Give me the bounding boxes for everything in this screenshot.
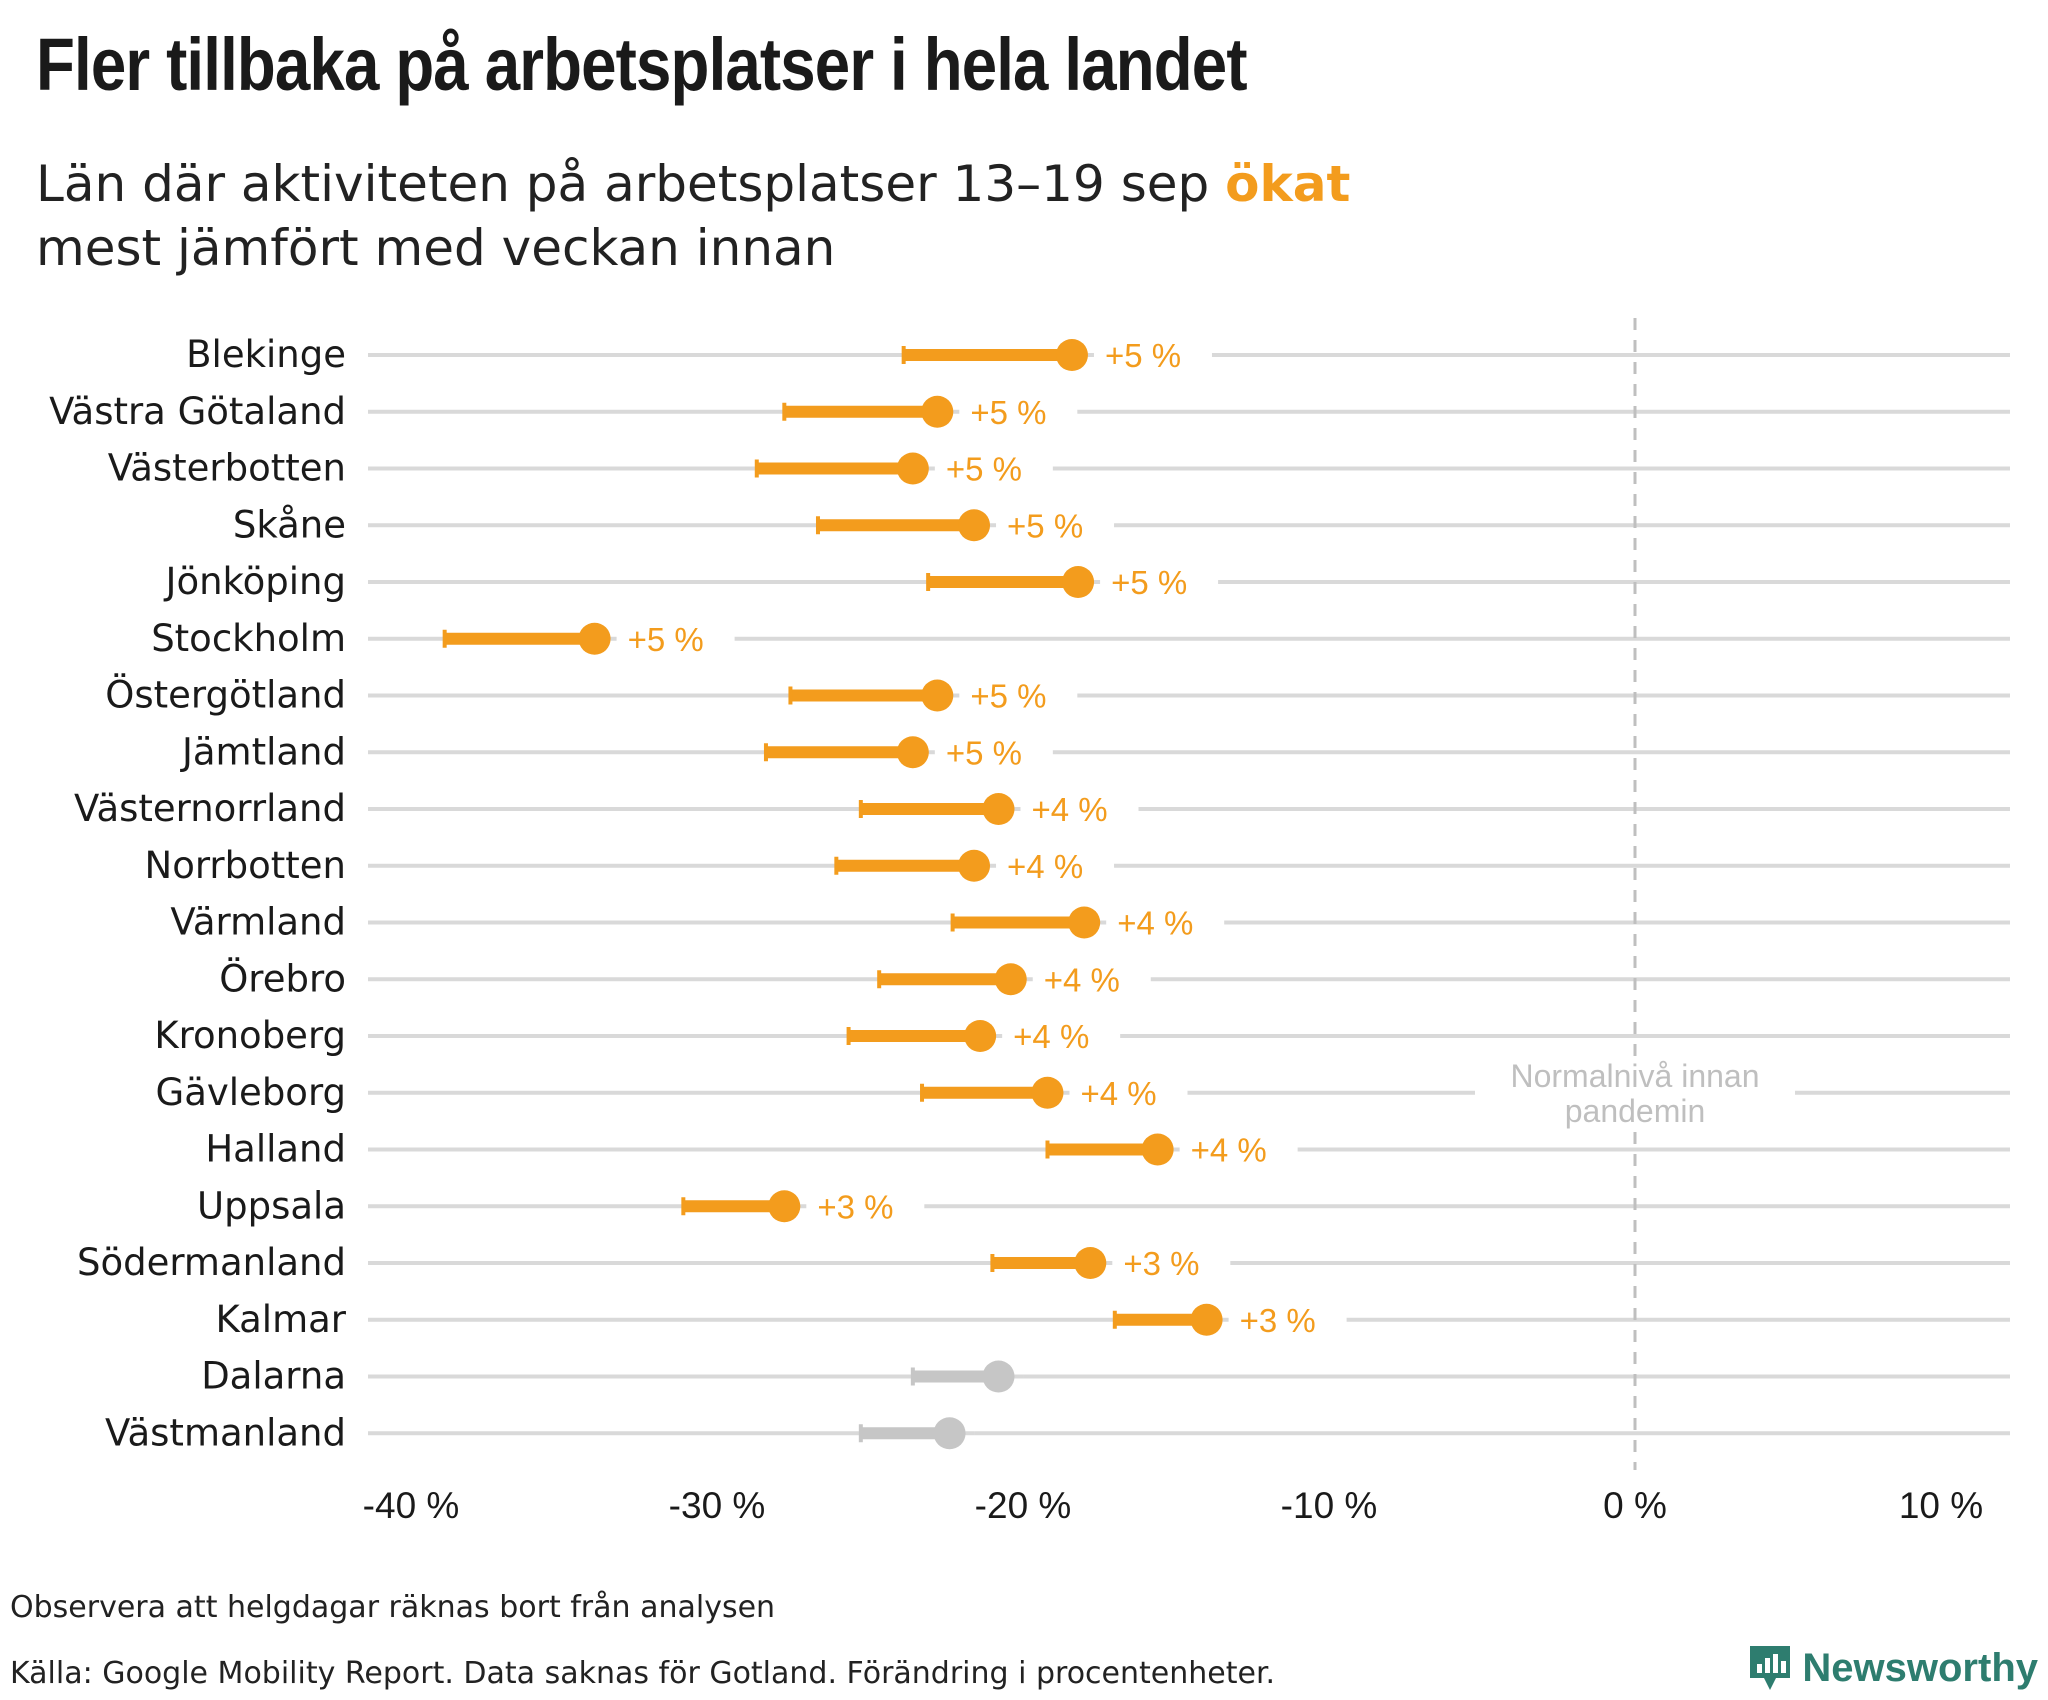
- reference-label-background: [1475, 1058, 1795, 1130]
- current-week-dot: [921, 395, 954, 428]
- x-tick-label: -10 %: [1281, 1485, 1378, 1526]
- change-label: +5 %: [628, 621, 704, 658]
- change-label: +3 %: [817, 1188, 893, 1225]
- current-week-dot: [1031, 1076, 1064, 1109]
- row-label: Västerbotten: [108, 447, 346, 490]
- row-label: Västmanland: [105, 1411, 346, 1454]
- change-label: +5 %: [1111, 564, 1187, 601]
- change-label: +4 %: [1080, 1075, 1156, 1112]
- change-label: +4 %: [1007, 848, 1083, 885]
- current-week-dot: [982, 793, 1015, 825]
- current-week-dot: [964, 1020, 997, 1052]
- change-label: +5 %: [970, 678, 1046, 715]
- current-week-dot: [958, 509, 991, 542]
- chart-subtitle: Län där aktiviteten på arbetsplatser 13–…: [36, 152, 1350, 280]
- x-tick-label: -20 %: [975, 1485, 1072, 1526]
- subtitle-text: Län där aktiviteten på arbetsplatser 13–…: [36, 155, 1226, 213]
- row-label: Halland: [205, 1128, 346, 1171]
- newsworthy-logo-icon: [1750, 1646, 1791, 1690]
- change-label: +3 %: [1240, 1302, 1316, 1339]
- row-label: Kronoberg: [154, 1014, 346, 1057]
- row-label: Västernorrland: [74, 787, 346, 830]
- holiday-note: Observera att helgdagar räknas bort från…: [10, 1590, 776, 1625]
- current-week-dot: [1190, 1303, 1223, 1336]
- change-label: +4 %: [1032, 791, 1108, 828]
- current-week-dot: [768, 1190, 801, 1223]
- row-label: Östergötland: [105, 674, 346, 717]
- reference-label: Normalnivå innan: [1510, 1058, 1759, 1094]
- change-label: +4 %: [1013, 1018, 1089, 1055]
- row-label: Jönköping: [164, 560, 346, 603]
- subtitle-line-1: Län där aktiviteten på arbetsplatser 13–…: [36, 152, 1350, 216]
- source-note: Källa: Google Mobility Report. Data sakn…: [10, 1656, 1276, 1691]
- current-week-dot: [578, 622, 611, 655]
- current-week-dot: [1055, 339, 1088, 371]
- change-label: +4 %: [1191, 1132, 1267, 1169]
- row-label: Blekinge: [186, 333, 346, 376]
- row-label: Värmland: [170, 901, 346, 944]
- change-label: +5 %: [1105, 337, 1181, 374]
- brand-logo: Newsworthy: [1746, 1642, 2038, 1694]
- current-week-dot: [1068, 906, 1101, 939]
- row-label: Gävleborg: [156, 1071, 346, 1114]
- x-tick-label: -30 %: [669, 1485, 766, 1526]
- current-week-dot: [994, 963, 1027, 996]
- change-label: +5 %: [946, 734, 1022, 771]
- current-week-dot: [958, 849, 991, 882]
- current-week-dot: [921, 679, 954, 712]
- row-label: Skåne: [233, 503, 346, 546]
- row-label: Dalarna: [201, 1355, 346, 1398]
- change-label: +3 %: [1123, 1245, 1199, 1282]
- subtitle-line-2: mest jämfört med veckan innan: [36, 219, 836, 277]
- row-label: Jämtland: [180, 730, 346, 773]
- row-label: Södermanland: [77, 1241, 346, 1284]
- current-week-dot: [1141, 1133, 1174, 1166]
- current-week-dot: [1062, 566, 1095, 598]
- row-label: Örebro: [219, 957, 346, 1000]
- change-label: +4 %: [1117, 905, 1193, 942]
- current-week-dot: [896, 736, 929, 769]
- reference-label: pandemin: [1565, 1093, 1706, 1129]
- row-label: Uppsala: [197, 1184, 346, 1227]
- current-week-dot: [1074, 1247, 1107, 1279]
- chart-title: Fler tillbaka på arbetsplatser i hela la…: [36, 23, 1248, 106]
- current-week-dot: [982, 1360, 1015, 1393]
- current-week-dot: [933, 1417, 966, 1450]
- change-label: +4 %: [1044, 961, 1120, 998]
- row-label: Västra Götaland: [49, 390, 346, 433]
- x-tick-label: 0 %: [1603, 1485, 1667, 1526]
- change-label: +5 %: [946, 451, 1022, 488]
- change-label: +5 %: [1007, 507, 1083, 544]
- subtitle-highlight: ökat: [1225, 155, 1351, 213]
- row-label: Kalmar: [216, 1298, 347, 1341]
- x-tick-label: 10 %: [1899, 1485, 1983, 1526]
- x-tick-label: -40 %: [363, 1485, 460, 1526]
- row-label: Stockholm: [151, 617, 346, 660]
- brand-name: Newsworthy: [1802, 1645, 2038, 1690]
- change-label: +5 %: [970, 394, 1046, 431]
- row-label: Norrbotten: [145, 844, 346, 887]
- current-week-dot: [896, 452, 929, 485]
